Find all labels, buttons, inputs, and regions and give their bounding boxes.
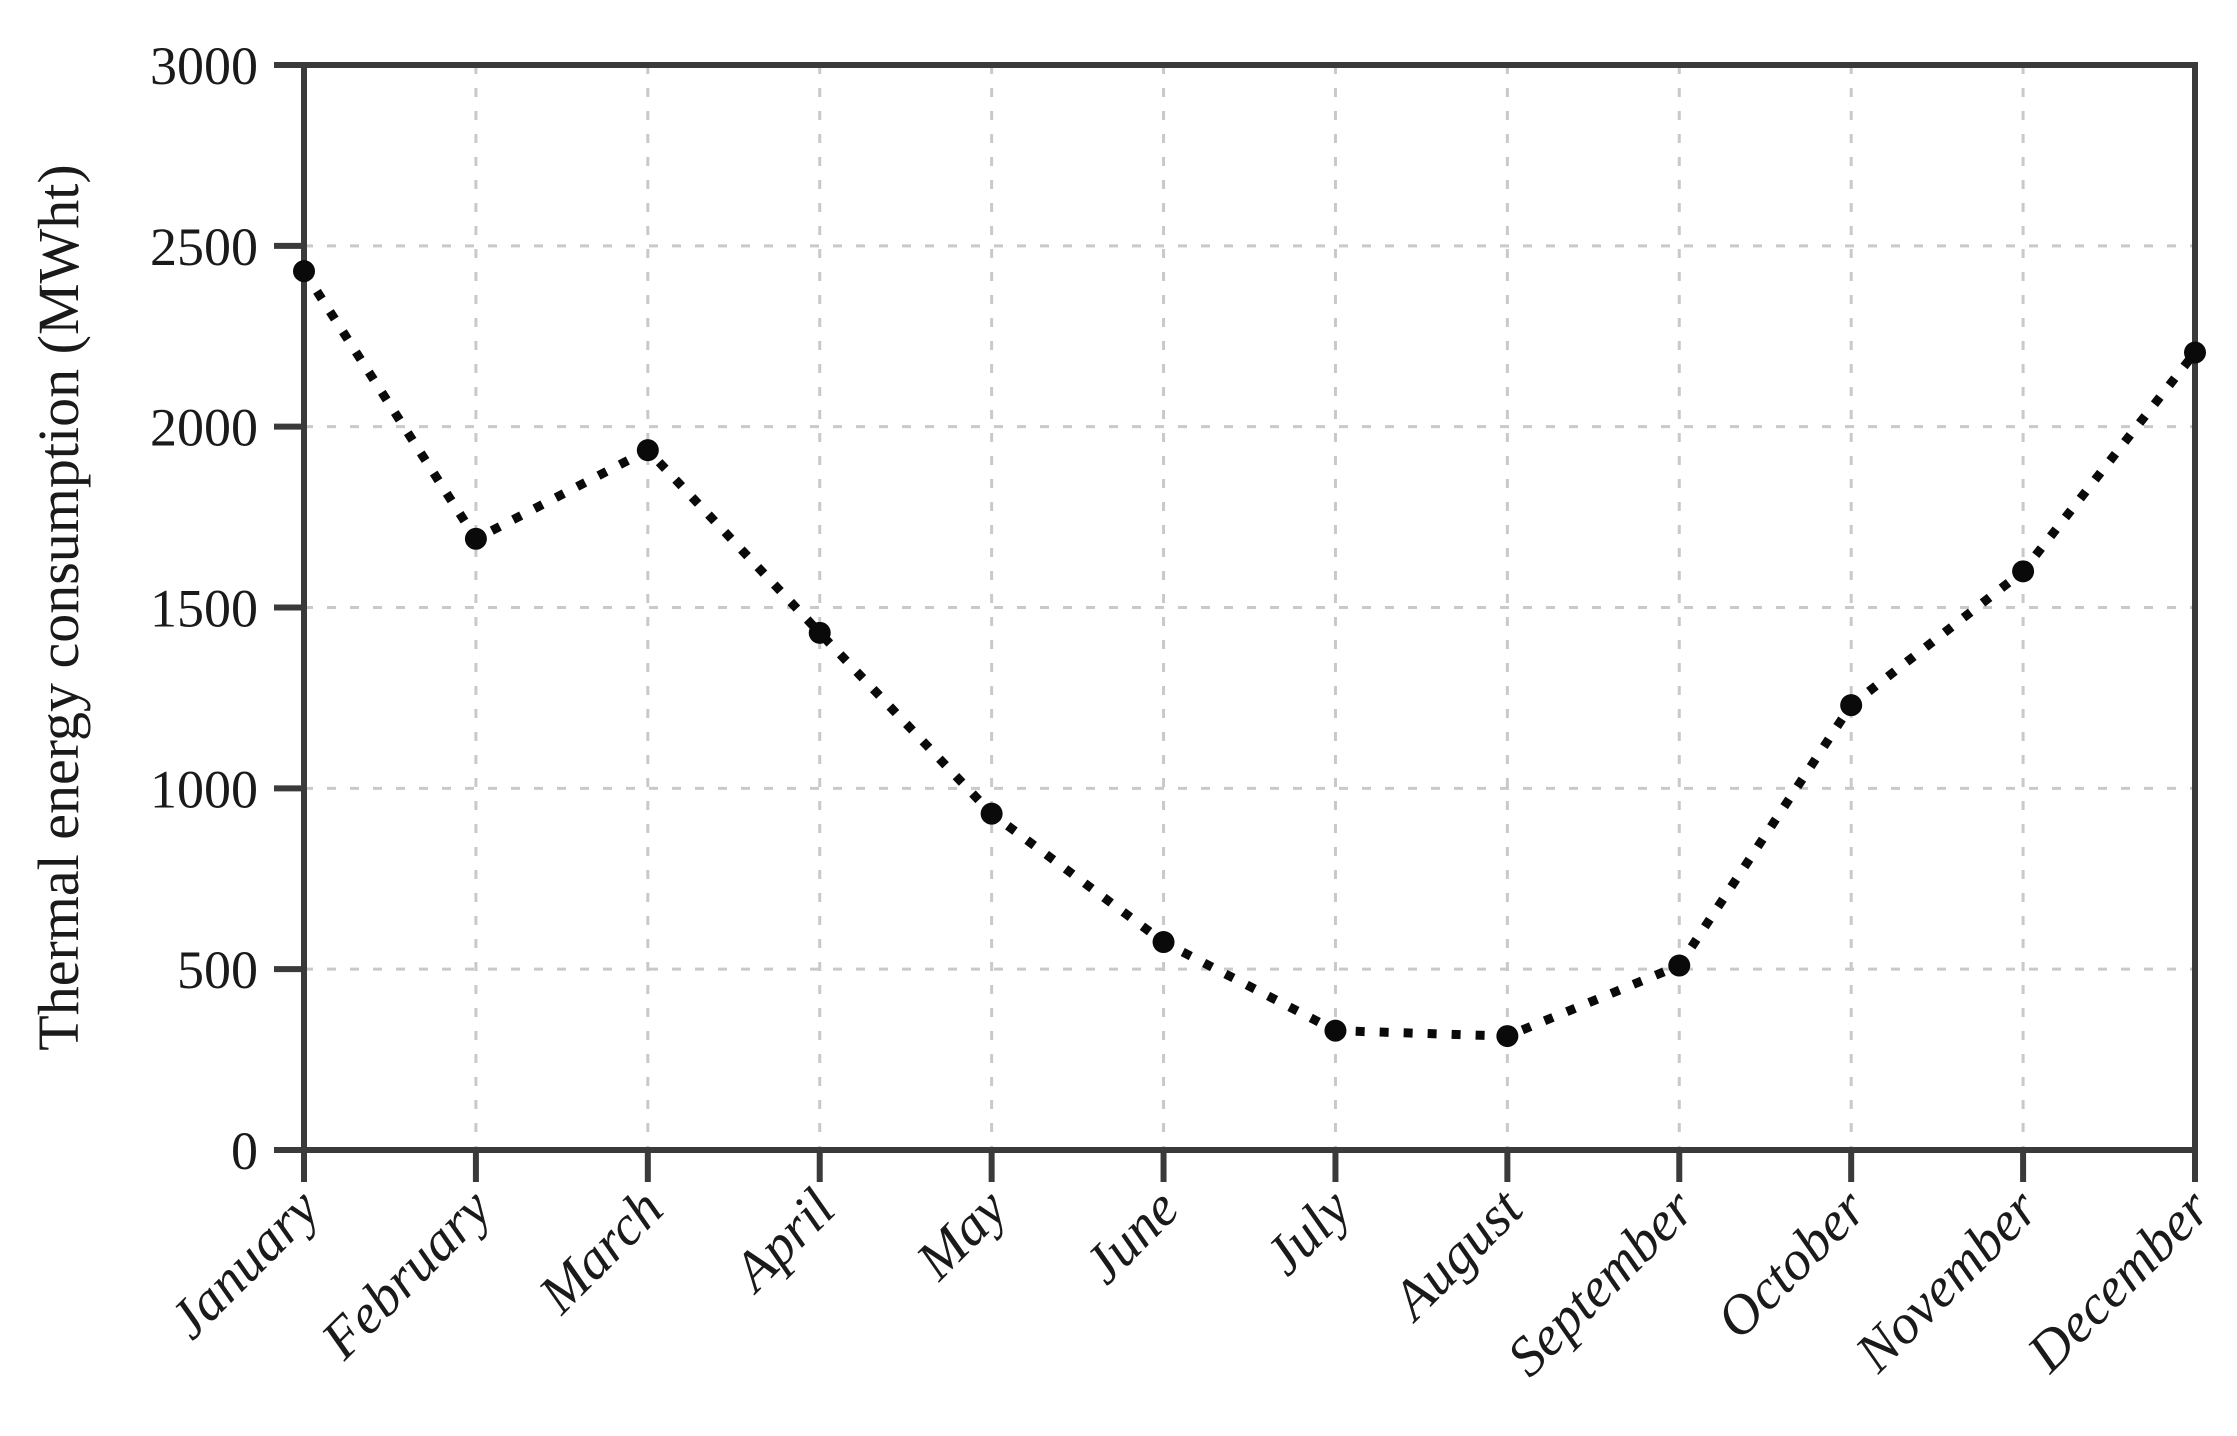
y-tick-label-2000: 2000: [150, 398, 258, 458]
x-tick-label-january: January: [158, 1177, 332, 1351]
data-point-june: [1152, 931, 1175, 954]
x-tick-label-february: February: [309, 1177, 503, 1371]
data-point-january: [293, 260, 315, 283]
data-point-july: [1324, 1019, 1347, 1042]
x-tick-label-june: June: [1072, 1177, 1191, 1296]
data-series: [293, 260, 2206, 1048]
data-point-march: [636, 439, 659, 462]
y-tick-label-1000: 1000: [150, 759, 258, 819]
y-tick-label-0: 0: [231, 1121, 258, 1181]
x-tick-label-july: July: [1253, 1177, 1363, 1287]
axis-ticks: [274, 62, 2198, 1182]
data-point-november: [2012, 560, 2035, 583]
x-tick-label-october: October: [1705, 1177, 1879, 1351]
x-tick-label-november: November: [1843, 1177, 2050, 1384]
x-tick-label-december: December: [2015, 1177, 2222, 1384]
data-point-april: [808, 621, 831, 644]
data-point-december: [2184, 341, 2206, 364]
y-axis-label: Thermal energy consumption (MWht): [26, 164, 91, 1050]
x-tick-label-march: March: [526, 1177, 675, 1326]
x-tick-label-april: April: [719, 1177, 847, 1305]
y-tick-label-1500: 1500: [150, 579, 258, 639]
y-tick-label-3000: 3000: [150, 36, 258, 96]
data-point-february: [464, 527, 487, 550]
y-tick-label-2500: 2500: [150, 217, 258, 277]
y-tick-label-500: 500: [177, 940, 258, 1000]
x-tick-label-august: August: [1378, 1176, 1536, 1334]
data-point-may: [980, 802, 1003, 825]
data-point-october: [1840, 694, 1863, 717]
x-tick-label-may: May: [904, 1177, 1019, 1292]
data-point-september: [1668, 954, 1691, 977]
x-tick-label-september: September: [1495, 1177, 1706, 1388]
data-point-august: [1496, 1025, 1519, 1048]
data-line-dotted: [300, 268, 2199, 1041]
